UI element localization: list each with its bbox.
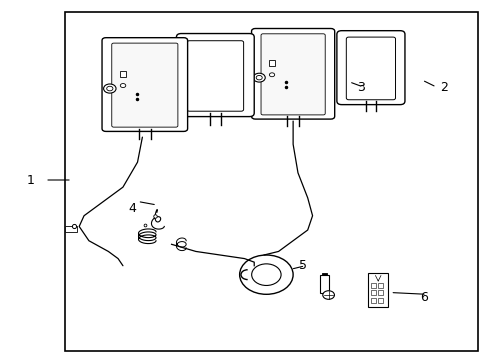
FancyBboxPatch shape (346, 37, 395, 100)
Circle shape (239, 255, 292, 294)
Text: 6: 6 (420, 291, 427, 305)
FancyBboxPatch shape (176, 33, 254, 117)
Bar (120, 71, 126, 77)
Bar (370, 298, 375, 303)
Text: 5: 5 (298, 259, 306, 272)
Bar (377, 298, 382, 303)
Circle shape (322, 291, 334, 299)
Bar (64, 226, 77, 232)
FancyBboxPatch shape (261, 34, 325, 115)
Circle shape (106, 86, 113, 91)
Circle shape (120, 84, 125, 87)
FancyBboxPatch shape (336, 31, 404, 105)
FancyBboxPatch shape (102, 38, 187, 131)
Circle shape (253, 73, 264, 82)
Bar (368, 273, 387, 307)
FancyBboxPatch shape (251, 28, 334, 119)
Circle shape (269, 73, 274, 77)
FancyBboxPatch shape (186, 41, 243, 111)
Text: 2: 2 (439, 81, 447, 94)
Bar (377, 291, 382, 296)
Bar (377, 283, 382, 288)
Circle shape (251, 264, 281, 285)
Text: 1: 1 (26, 174, 35, 186)
Circle shape (103, 84, 116, 93)
Bar (321, 273, 326, 275)
FancyBboxPatch shape (112, 43, 178, 127)
Circle shape (256, 76, 262, 80)
Bar (268, 60, 274, 66)
Bar (370, 291, 375, 296)
Text: 4: 4 (128, 202, 136, 215)
Bar (64, 12, 477, 351)
Bar (319, 275, 328, 293)
Text: 3: 3 (357, 81, 365, 94)
Bar (370, 283, 375, 288)
